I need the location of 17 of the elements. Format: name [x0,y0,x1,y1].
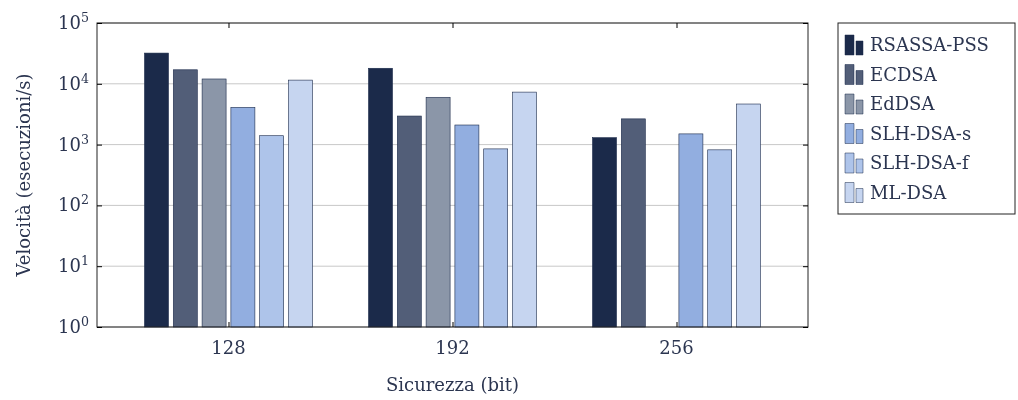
x-tick-label: 256 [659,337,694,358]
legend-label: ECDSA [870,63,938,85]
y-tick-label: 10$^{5}$ [58,9,89,33]
legend-label: SLH-DSA-s [870,122,972,144]
legend-label: ML-DSA [870,181,948,203]
y-axis-title: Velocità (esecuzioni/s) [13,73,34,278]
legend-label: RSASSA-PSS [870,34,989,55]
y-tick-label: 10$^{2}$ [58,191,89,216]
x-tick-label: 128 [211,337,246,358]
x-tick-label: 192 [435,337,470,358]
y-tick-label: 10$^{4}$ [58,70,89,94]
x-axis-title: Sicurezza (bit) [386,374,519,395]
legend-label: SLH-DSA-f [870,152,970,173]
y-tick-label: 10$^{0}$ [58,313,89,337]
y-tick-label: 10$^{3}$ [58,131,89,155]
y-tick-label: 10$^{1}$ [58,252,89,277]
legend-label: EdDSA [870,93,936,114]
